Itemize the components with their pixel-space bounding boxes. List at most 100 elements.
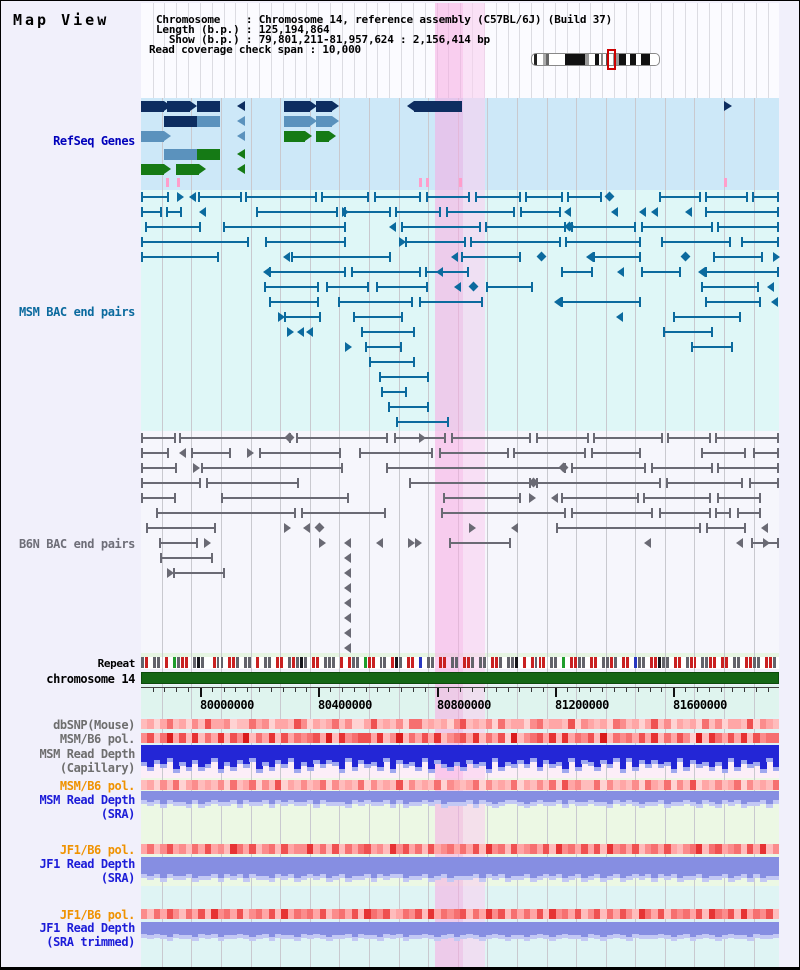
gene-box[interactable] [141,131,164,142]
gene-box[interactable] [141,101,164,112]
b6n-bac-arrow-icon[interactable] [344,553,351,563]
msm-bac-segment[interactable] [717,226,779,228]
gene-box[interactable] [197,101,220,112]
b6n-bac-segment[interactable] [301,512,386,514]
msm-bac-segment[interactable] [470,241,561,243]
b6n-bac-arrow-icon[interactable] [303,523,310,533]
msm-bac-segment[interactable] [713,256,763,258]
b6n-bac-arrow-icon[interactable] [344,643,351,653]
b6n-bac-segment[interactable] [359,452,433,454]
b6n-bac-arrow-icon[interactable] [344,598,351,608]
msm-bac-arrow-icon[interactable] [639,207,646,217]
msm-bac-segment[interactable] [661,241,731,243]
gene-arrow-left-icon[interactable] [407,101,414,111]
b6n-bac-arrow-icon[interactable] [408,538,415,548]
msm-bac-segment[interactable] [264,286,319,288]
b6n-bac-segment[interactable] [179,437,291,439]
msm-bac-arrow-icon[interactable] [767,282,774,292]
b6n-bac-arrow-icon[interactable] [193,463,200,473]
msm-bac-segment[interactable] [223,226,346,228]
msm-bac-arrow-icon[interactable] [436,267,443,277]
gene-box[interactable] [316,131,329,142]
b6n-bac-arrow-icon[interactable] [763,538,770,548]
msm-bac-segment[interactable] [401,226,481,228]
msm-bac-segment[interactable] [561,301,641,303]
msm-bac-arrow-icon[interactable] [586,252,593,262]
msm-bac-arrow-icon[interactable] [773,252,780,262]
b6n-bac-segment[interactable] [749,482,779,484]
b6n-bac-segment[interactable] [571,467,646,469]
msm-bac-arrow-icon[interactable] [685,207,692,217]
track-msm-pol-capillary-heat[interactable] [141,733,780,763]
track-jf1-depth-trim[interactable] [141,922,780,952]
gene-box[interactable] [414,101,462,112]
gene-box[interactable] [197,149,220,160]
gene-box[interactable] [167,101,190,112]
b6n-bac-arrow-icon[interactable] [415,538,422,548]
msm-bac-segment[interactable] [520,211,561,213]
b6n-bac-segment[interactable] [191,452,231,454]
gene-arrow-right-icon[interactable] [305,131,312,141]
msm-bac-arrow-icon[interactable] [199,207,206,217]
gene-arrow-right-icon[interactable] [332,101,339,111]
msm-bac-segment[interactable] [198,196,242,198]
msm-bac-segment[interactable] [593,256,641,258]
msm-bac-segment[interactable] [365,346,402,348]
msm-bac-segment[interactable] [741,241,779,243]
msm-bac-arrow-icon[interactable] [297,327,304,337]
msm-bac-segment[interactable] [256,211,338,213]
msm-bac-arrow-icon[interactable] [345,342,352,352]
msm-bac-segment[interactable] [141,211,162,213]
msm-bac-segment[interactable] [351,271,421,273]
b6n-bac-arrow-icon[interactable] [419,433,426,443]
msm-bac-segment[interactable] [374,196,421,198]
gene-arrow-icon[interactable] [237,116,245,126]
msm-bac-segment[interactable] [485,226,566,228]
b6n-bac-segment[interactable] [715,437,779,439]
msm-bac-segment[interactable] [705,211,779,213]
b6n-bac-arrow-icon[interactable] [511,523,518,533]
b6n-bac-segment[interactable] [451,437,531,439]
b6n-bac-segment[interactable] [296,437,388,439]
msm-bac-segment[interactable] [663,331,713,333]
msm-bac-arrow-icon[interactable] [189,192,196,202]
chromosome-14-bar[interactable] [141,672,779,684]
msm-bac-segment[interactable] [561,271,593,273]
msm-bac-segment[interactable] [659,196,701,198]
b6n-bac-segment[interactable] [706,527,746,529]
msm-bac-arrow-icon[interactable] [617,267,624,277]
msm-bac-segment[interactable] [269,301,319,303]
b6n-bac-segment[interactable] [591,452,641,454]
b6n-bac-arrow-icon[interactable] [319,538,326,548]
msm-bac-segment[interactable] [381,391,407,393]
msm-bac-arrow-icon[interactable] [283,252,290,262]
msm-bac-segment[interactable] [419,301,483,303]
msm-bac-arrow-icon[interactable] [399,237,406,247]
b6n-bac-segment[interactable] [141,452,169,454]
msm-bac-segment[interactable] [291,256,391,258]
msm-bac-segment[interactable] [245,196,317,198]
msm-bac-segment[interactable] [141,196,169,198]
msm-bac-arrow-icon[interactable] [554,297,561,307]
b6n-bac-arrow-icon[interactable] [551,493,558,503]
b6n-bac-segment[interactable] [386,467,566,469]
msm-bac-segment[interactable] [705,301,761,303]
msm-bac-segment[interactable] [145,226,201,228]
b6n-bac-segment[interactable] [146,527,216,529]
msm-bac-segment[interactable] [641,271,681,273]
gene-box[interactable] [141,164,164,175]
b6n-bac-segment[interactable] [201,467,343,469]
msm-bac-segment[interactable] [379,376,429,378]
gene-arrow-icon[interactable] [724,101,732,111]
gene-arrow-right-icon[interactable] [164,131,171,141]
msm-bac-arrow-icon[interactable] [564,207,571,217]
b6n-bac-segment[interactable] [536,482,661,484]
gene-box[interactable] [284,101,310,112]
b6n-bac-arrow-icon[interactable] [344,613,351,623]
track-msm-depth-capillary[interactable] [141,745,780,775]
msm-bac-segment[interactable] [565,241,641,243]
msm-bac-segment[interactable] [571,226,636,228]
b6n-bac-segment[interactable] [449,542,511,544]
b6n-bac-segment[interactable] [439,452,509,454]
msm-bac-segment[interactable] [269,271,346,273]
